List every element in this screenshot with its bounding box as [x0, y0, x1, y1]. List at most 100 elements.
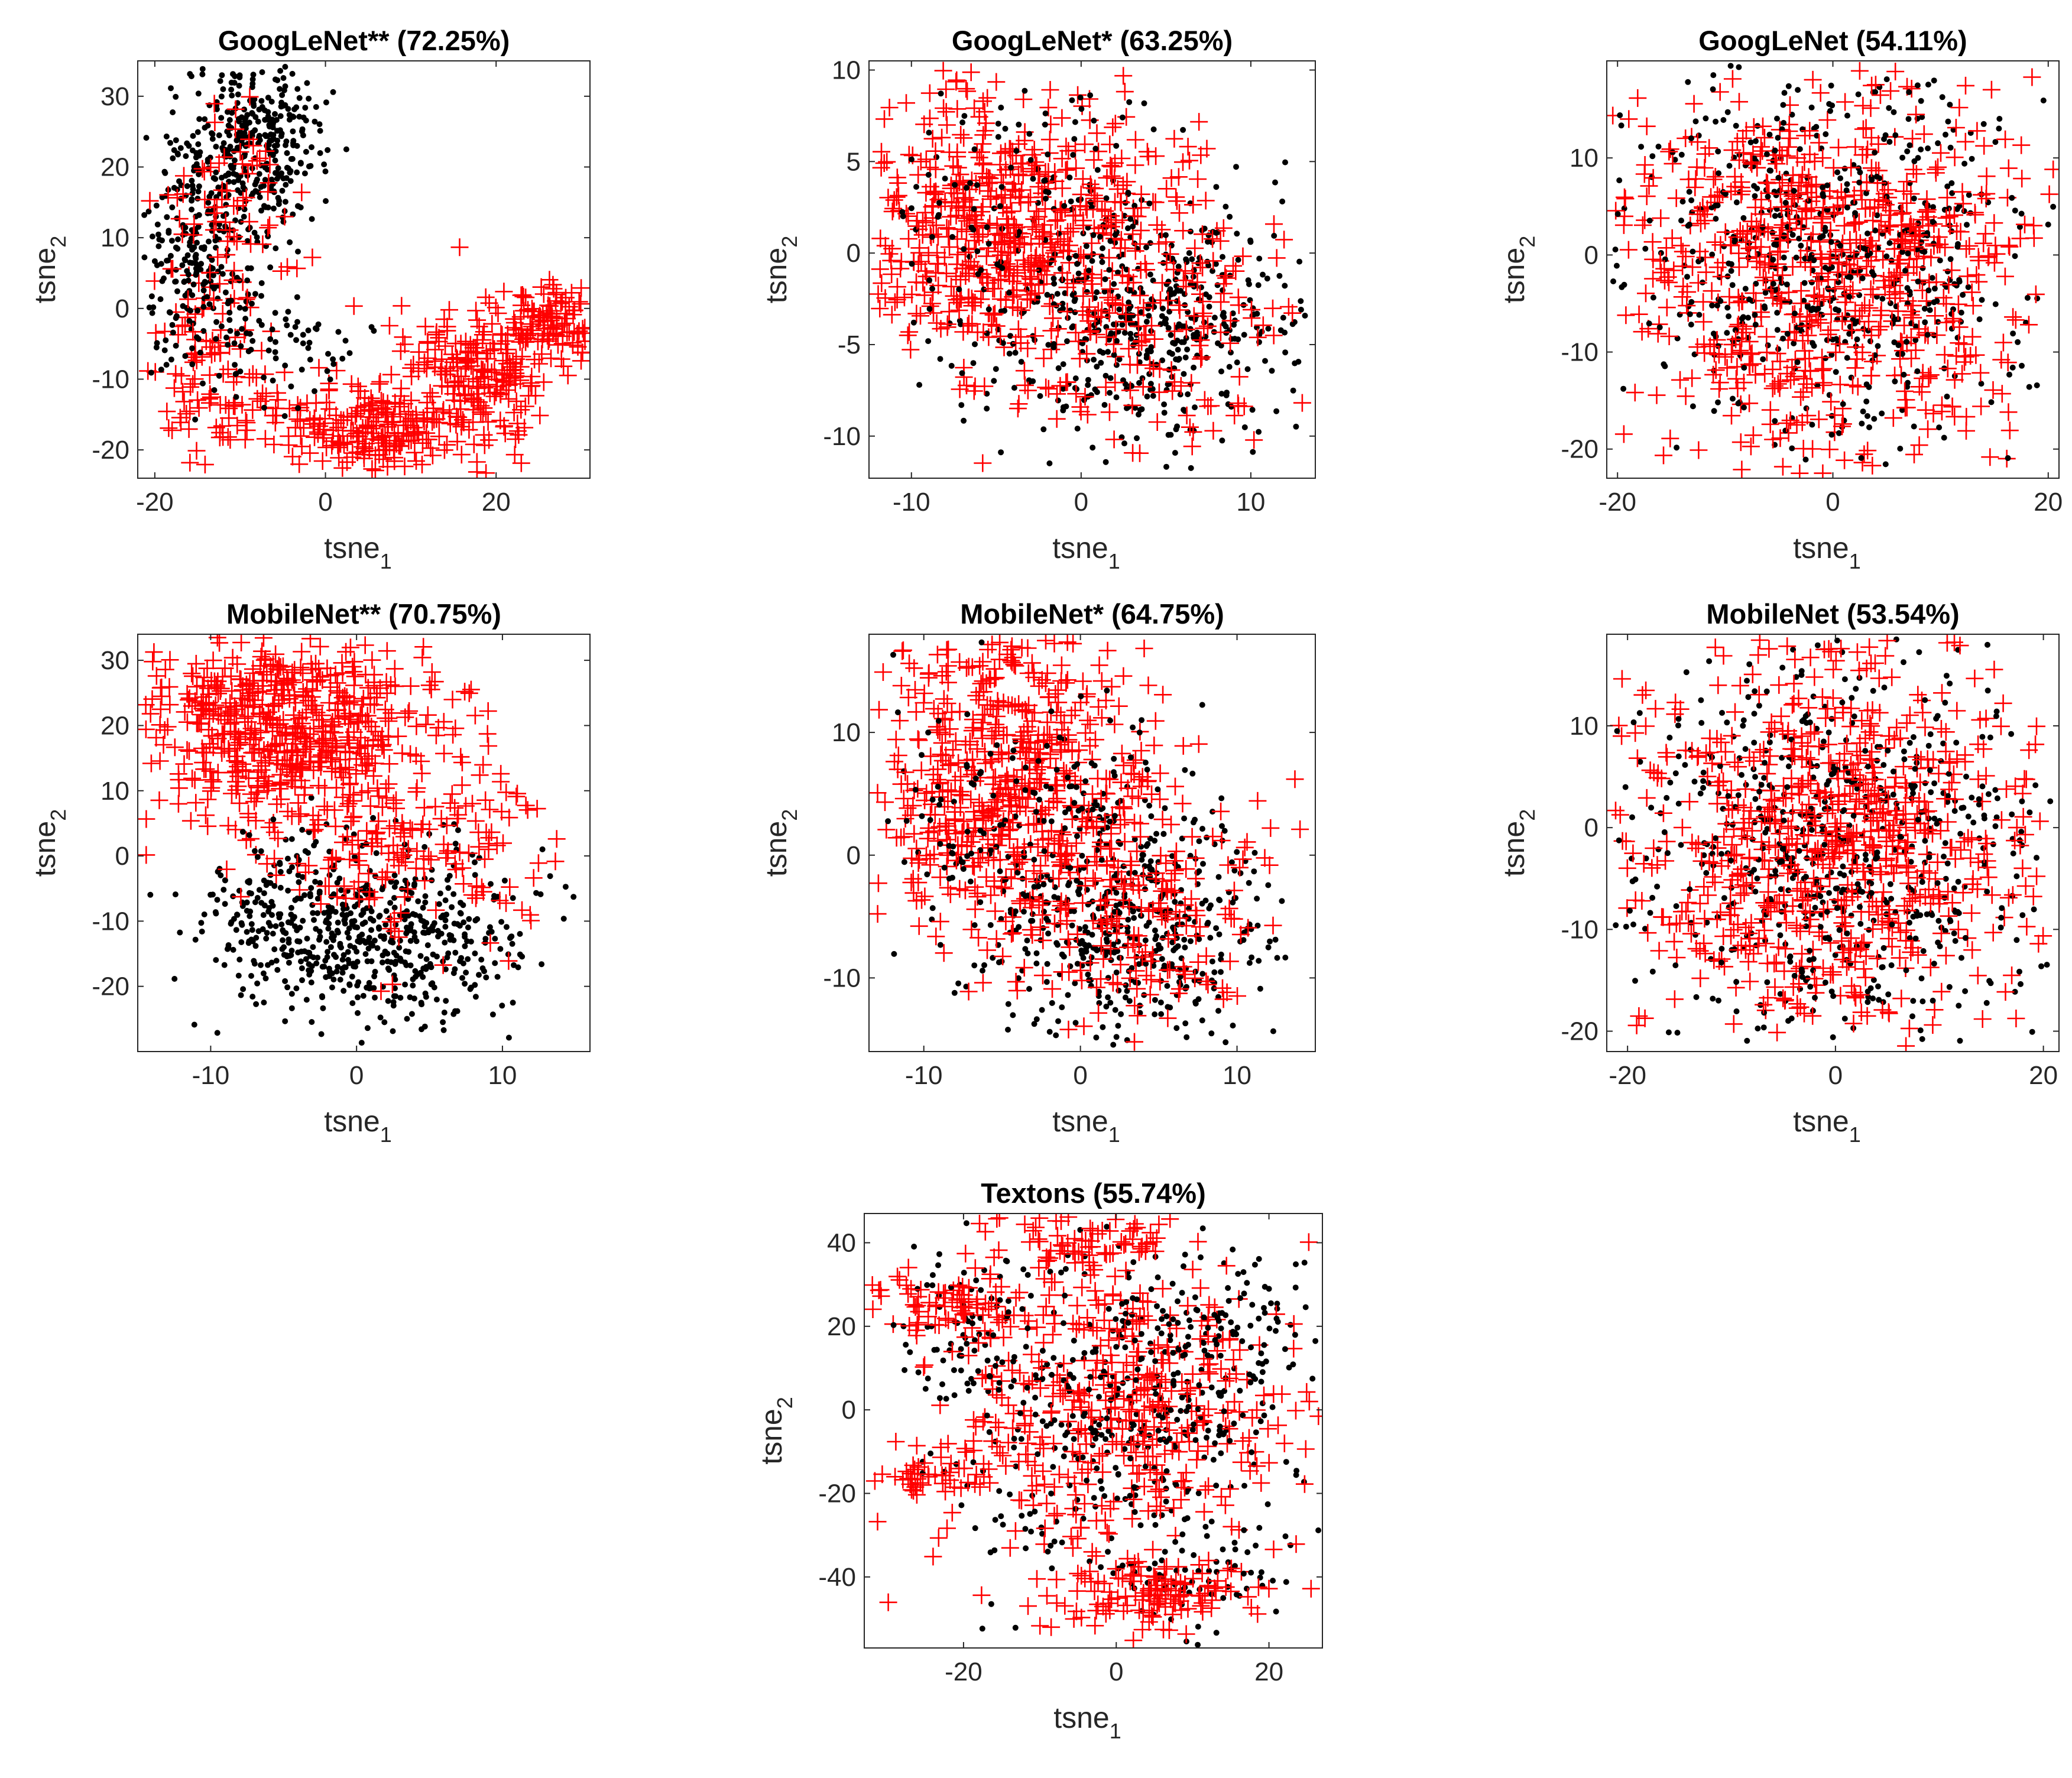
- scatter-cross: [1167, 188, 1185, 206]
- scatter-dot: [1775, 346, 1782, 352]
- scatter-cross: [1172, 377, 1190, 395]
- scatter-dot: [1709, 251, 1716, 258]
- scatter-cross: [267, 645, 285, 663]
- scatter-dot: [1919, 114, 1925, 121]
- scatter-dot: [302, 105, 309, 111]
- scatter-cross: [161, 696, 179, 714]
- scatter-cross: [1984, 381, 2002, 399]
- scatter-dot: [209, 136, 216, 142]
- y-axis-label: tsne2: [28, 236, 70, 304]
- scatter-dot: [404, 1015, 410, 1022]
- x-axis-label-sub: 1: [1849, 549, 1861, 573]
- scatter-dot: [280, 937, 286, 943]
- scatter-cross: [978, 89, 997, 107]
- scatter-cross: [553, 293, 571, 311]
- scatter-dot: [1874, 212, 1880, 219]
- scatter-dot: [309, 1019, 315, 1025]
- scatter-cross: [1763, 360, 1782, 378]
- scatter-dot: [288, 991, 295, 997]
- scatter-cross: [1958, 267, 1977, 285]
- scatter-cross: [888, 290, 906, 309]
- scatter-cross: [994, 199, 1012, 218]
- scatter-dot: [371, 985, 377, 991]
- scatter-dot: [1165, 325, 1172, 331]
- scatter-dot: [169, 204, 176, 210]
- scatter-dot: [1781, 233, 1787, 239]
- scatter-dot: [1801, 280, 1808, 286]
- scatter-cross: [1813, 348, 1831, 366]
- scatter-dot: [174, 288, 180, 294]
- scatter-dot: [1795, 87, 1801, 93]
- scatter-dot: [284, 150, 290, 156]
- scatter-cross: [1112, 231, 1130, 249]
- scatter-cross: [1987, 245, 2006, 263]
- scatter-dot: [1612, 246, 1619, 253]
- scatter-cross: [310, 359, 328, 377]
- scatter-dot: [267, 264, 274, 271]
- scatter-dot: [959, 119, 966, 126]
- scatter-cross: [1799, 168, 1818, 186]
- scatter-dot: [1282, 349, 1289, 356]
- scatter-dot: [1050, 344, 1057, 351]
- scatter-cross: [1833, 312, 1851, 330]
- scatter-dot: [1069, 97, 1075, 103]
- scatter-cross: [1188, 273, 1207, 291]
- scatter-cross: [1136, 255, 1154, 273]
- x-axis-label: tsne1: [324, 531, 392, 573]
- scatter-dot: [1211, 314, 1218, 321]
- scatter-dot: [1186, 250, 1192, 257]
- scatter-dot: [278, 170, 285, 177]
- scatter-cross: [1886, 63, 1905, 80]
- scatter-cross: [958, 212, 976, 230]
- scatter-cross: [935, 248, 954, 267]
- scatter-cross: [532, 278, 550, 296]
- scatter-cross: [925, 225, 942, 244]
- scatter-dot: [1684, 274, 1690, 280]
- scatter-dot: [189, 177, 195, 184]
- scatter-cross: [1881, 218, 1899, 236]
- scatter-dot: [948, 362, 955, 369]
- scatter-cross: [1821, 321, 1840, 339]
- scatter-dot: [1018, 359, 1024, 365]
- scatter-cross: [1999, 403, 2018, 421]
- scatter-cross: [391, 342, 410, 361]
- scatter-dot: [190, 281, 197, 288]
- scatter-cross: [430, 427, 448, 446]
- scatter-cross: [1976, 225, 1995, 243]
- scatter-dot: [325, 926, 332, 932]
- scatter-cross: [1661, 429, 1679, 447]
- scatter-cross: [1650, 315, 1668, 333]
- scatter-dot: [1760, 356, 1766, 362]
- scatter-cross: [1945, 206, 1963, 224]
- scatter-cross: [139, 362, 157, 380]
- scatter-dot: [300, 132, 306, 138]
- scatter-cross: [1814, 149, 1832, 167]
- scatter-dot: [1235, 336, 1241, 343]
- scatter-dot: [1904, 339, 1909, 345]
- scatter-dot: [1098, 359, 1104, 366]
- scatter-dot: [406, 949, 412, 955]
- scatter-cross: [1069, 86, 1087, 104]
- scatter-dot: [1235, 257, 1241, 263]
- scatter-cross: [1862, 99, 1880, 117]
- scatter-dot: [313, 960, 320, 966]
- scatter-cross: [355, 397, 374, 415]
- scatter-cross: [363, 747, 381, 765]
- scatter-dot: [1771, 241, 1778, 248]
- scatter-cross: [1071, 349, 1089, 368]
- scatter-dot: [274, 142, 280, 148]
- scatter-cross: [1940, 275, 1958, 294]
- scatter-dot: [1904, 148, 1911, 155]
- scatter-dot: [970, 360, 977, 366]
- scatter-dot: [998, 184, 1005, 190]
- scatter-dot: [1179, 323, 1186, 329]
- scatter-dot: [200, 281, 207, 287]
- scatter-cross: [1845, 215, 1863, 233]
- scatter-dot: [1980, 121, 1987, 127]
- scatter-cross: [1862, 129, 1880, 147]
- scatter-cross: [1153, 274, 1171, 292]
- scatter-dot: [259, 69, 265, 76]
- scatter-dot: [1927, 307, 1933, 313]
- scatter-dot: [1055, 365, 1062, 371]
- scatter-cross: [177, 405, 196, 423]
